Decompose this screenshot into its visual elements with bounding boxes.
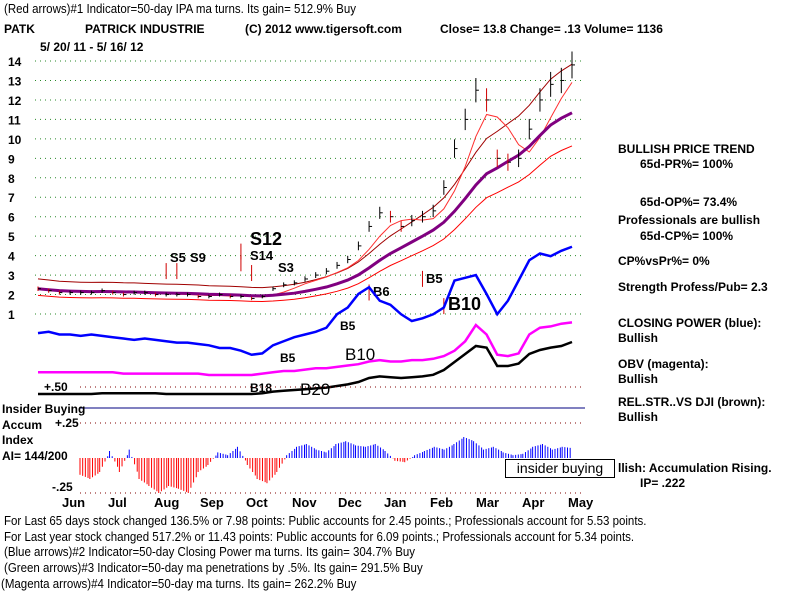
signal-label: B5 xyxy=(426,271,443,286)
indicator-1-text: (Red arrows)#1 Indicator=50-day IPA ma t… xyxy=(4,2,357,16)
price-tick-label: 5 xyxy=(8,230,15,244)
price-tick-label: 3 xyxy=(8,269,15,283)
footer-65-day: For Last 65 days stock changed 136.5% or… xyxy=(4,514,647,528)
closing-power-line xyxy=(37,245,573,357)
strength-ratio: Strength Profess/Pub= 2.3 xyxy=(618,280,768,294)
month-label: Jun xyxy=(62,495,85,510)
rel-strength-line xyxy=(38,340,573,396)
price-tick-label: 9 xyxy=(8,152,15,166)
professionals-label: Professionals are bullish xyxy=(618,213,761,227)
price-tick-label: 11 xyxy=(8,113,21,127)
short-ma-line xyxy=(37,82,573,298)
cp-signal-label: B20 xyxy=(300,380,330,399)
index-label: Index xyxy=(2,433,34,447)
ticker: PATK xyxy=(4,22,35,36)
month-label: Oct xyxy=(246,495,268,510)
company-name: PATRICK INDUSTRIE xyxy=(85,22,205,36)
pr-value: 65d-PR%= 100% xyxy=(640,157,734,171)
signal-label: S9 xyxy=(190,250,206,265)
price-tick-label: 2 xyxy=(8,289,15,303)
obv-label: OBV (magenta): xyxy=(618,357,709,371)
cp-signal-label: B18 xyxy=(250,381,272,395)
cp-value: 65d-CP%= 100% xyxy=(640,229,734,243)
price-tick-label: 7 xyxy=(8,191,15,205)
cp-vs-pr: CP%vsPr%= 0% xyxy=(618,254,710,268)
signal-label: B10 xyxy=(448,294,481,314)
accum-label: Accum xyxy=(2,418,43,432)
price-tick-label: 1 xyxy=(8,308,15,322)
price-tick-label: 6 xyxy=(8,211,15,225)
price-trend-label: BULLISH PRICE TREND xyxy=(618,142,755,156)
relstr-label: REL.STR..VS DJI (brown): xyxy=(618,395,766,409)
quote-summary: Close= 13.8 Change= .13 Volume= 1136 xyxy=(440,22,663,36)
price-tick-label: 12 xyxy=(8,94,22,108)
month-label: Dec xyxy=(338,495,362,510)
copyright: (C) 2012 www.tigersoft.com xyxy=(245,22,402,36)
obv-status: Bullish xyxy=(618,372,659,386)
upper-band-line xyxy=(37,63,573,289)
cp-signal-label: B10 xyxy=(345,345,375,364)
footer-year: For Last year stock changed 517.2% or 11… xyxy=(4,530,635,544)
price-tick-label: 8 xyxy=(8,172,15,186)
closing-power-status: Bullish xyxy=(618,331,659,345)
accum-status: llish: Accumulation Rising. xyxy=(618,461,772,475)
accum-tick-label: +.25 xyxy=(55,416,79,430)
date-range: 5/ 20/ 11 - 5/ 16/ 12 xyxy=(40,40,144,54)
month-label: May xyxy=(568,495,594,510)
month-label: Apr xyxy=(522,495,544,510)
op-value: 65d-OP%= 73.4% xyxy=(640,195,738,209)
closing-power-label: CLOSING POWER (blue): xyxy=(618,316,762,330)
month-label: Mar xyxy=(476,495,499,510)
price-tick-label: 10 xyxy=(8,133,22,147)
price-tick-label: 13 xyxy=(8,74,22,88)
obv-line xyxy=(38,321,573,377)
month-label: Jul xyxy=(108,495,127,510)
signal-label: B6 xyxy=(373,284,390,299)
month-label: Sep xyxy=(200,495,224,510)
cp-signal-label: B5 xyxy=(340,319,356,333)
month-label: Jan xyxy=(384,495,406,510)
signal-label: S3 xyxy=(278,260,294,275)
price-tick-label: 14 xyxy=(8,55,22,69)
insider-buying-box: insider buying xyxy=(505,459,615,478)
ip-value: IP= .222 xyxy=(640,476,686,490)
insider-buying-label: Insider Buying xyxy=(2,402,86,416)
indicator-2-text: (Blue arrows)#2 Indicator=50-day Closing… xyxy=(4,545,416,559)
month-label: Aug xyxy=(154,495,179,510)
relstr-status: Bullish xyxy=(618,410,659,424)
signal-label: S14 xyxy=(250,248,274,263)
ai-value: AI= 144/200 xyxy=(2,449,68,463)
ma-50-line xyxy=(37,111,573,298)
cp-signal-label: B5 xyxy=(280,351,296,365)
signal-label: S12 xyxy=(250,229,282,249)
lower-band-line xyxy=(37,145,573,303)
indicator-4-text: (Magenta arrows)#4 Indicator=50-day ma t… xyxy=(1,577,357,591)
signal-label: S5 xyxy=(170,250,186,265)
month-label: Feb xyxy=(430,495,453,510)
accum-tick-label: +.50 xyxy=(44,380,68,394)
price-tick-label: 4 xyxy=(8,250,15,264)
accum-tick-label: -.25 xyxy=(52,480,73,494)
month-label: Nov xyxy=(292,495,317,510)
indicator-3-text: (Green arrows)#3 Indicator=50-day ma pen… xyxy=(4,561,423,575)
